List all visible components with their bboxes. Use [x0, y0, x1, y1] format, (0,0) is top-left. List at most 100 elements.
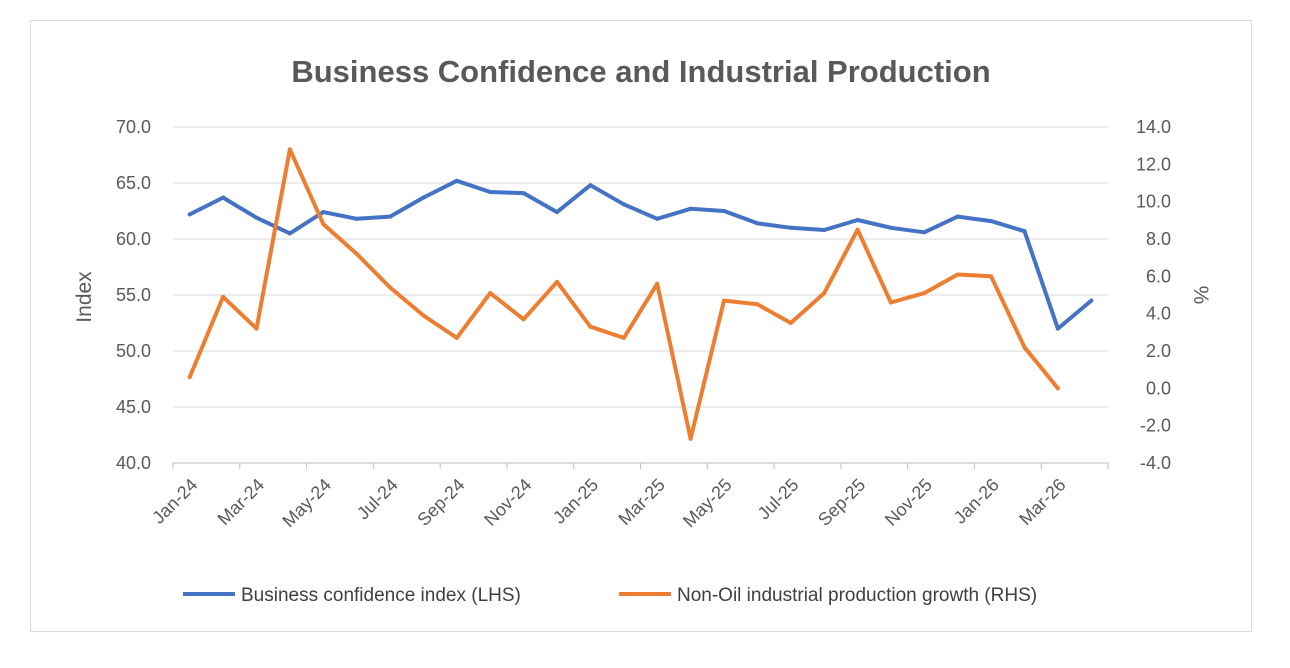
data-point: [354, 251, 359, 256]
data-point: [221, 294, 226, 299]
data-point: [788, 225, 793, 230]
y-right-tick-label: 2.0: [1146, 341, 1171, 361]
data-point: [388, 214, 393, 219]
data-point: [655, 281, 660, 286]
chart-frame: Business Confidence and Industrial Produ…: [30, 20, 1252, 632]
data-point: [655, 216, 660, 221]
data-point: [521, 317, 526, 322]
data-point: [187, 212, 192, 217]
business-confidence-line: [187, 178, 1094, 331]
data-point: [688, 206, 693, 211]
data-point: [788, 321, 793, 325]
data-point: [955, 214, 960, 219]
x-tick-label: Mar-26: [1015, 475, 1069, 529]
y-right-tick-label: 8.0: [1146, 229, 1171, 249]
data-point: [287, 147, 292, 152]
data-point: [621, 202, 626, 207]
data-point: [989, 274, 994, 279]
y-right-tick-label: -2.0: [1140, 416, 1171, 436]
data-point: [354, 216, 359, 221]
data-point: [454, 335, 459, 340]
data-point: [855, 217, 860, 222]
data-point: [755, 221, 760, 226]
x-tick-label: Nov-24: [480, 475, 535, 530]
x-tick-label: Sep-24: [413, 475, 468, 530]
y-left-tick-label: 70.0: [116, 117, 151, 137]
data-point: [254, 326, 259, 331]
y-left-tick-label: 45.0: [116, 397, 151, 417]
data-point: [321, 210, 326, 215]
y-right-tick-label: 0.0: [1146, 378, 1171, 398]
series-lines: [187, 147, 1094, 441]
x-tick-label: May-25: [679, 475, 736, 532]
x-tick-label: Mar-24: [214, 475, 268, 529]
y-right-tick-label: 10.0: [1136, 192, 1171, 212]
data-point: [888, 300, 893, 305]
y-right-tick-label: 6.0: [1146, 266, 1171, 286]
grid-lines: [173, 126, 1108, 408]
data-point: [621, 335, 626, 340]
x-tick-label: Jul-24: [353, 475, 402, 524]
y-right-tick-label: -4.0: [1140, 453, 1171, 473]
data-point: [822, 228, 827, 233]
data-point: [1022, 229, 1027, 234]
x-tick-label: Jul-25: [754, 475, 803, 524]
data-point: [488, 291, 493, 296]
data-point: [187, 375, 192, 380]
data-point: [855, 227, 860, 232]
y-left-tick-label: 55.0: [116, 285, 151, 305]
data-point: [1089, 298, 1094, 303]
x-tick-label: Sep-25: [814, 475, 869, 530]
data-point: [555, 210, 560, 215]
y-left-tick-label: 65.0: [116, 173, 151, 193]
data-point: [287, 231, 292, 236]
legend: Business confidence index (LHS) Non-Oil i…: [183, 585, 1037, 606]
y-right-tick-label: 12.0: [1136, 154, 1171, 174]
data-point: [321, 222, 326, 227]
legend-label: Non-Oil industrial production growth (RH…: [677, 585, 1037, 606]
data-point: [755, 302, 760, 307]
legend-label: Business confidence index (LHS): [241, 585, 521, 606]
data-point: [521, 191, 526, 196]
data-point: [688, 436, 693, 441]
data-point: [989, 219, 994, 224]
y-left-tick-label: 60.0: [116, 229, 151, 249]
data-point: [721, 298, 726, 303]
x-tick-label: Jan-25: [549, 475, 602, 528]
x-tick-label: Jan-26: [950, 475, 1003, 528]
x-tick-label: Jan-24: [148, 475, 201, 528]
data-point: [254, 215, 259, 220]
y-axis-right: -4.0 -2.0 0.0 2.0 4.0 6.0 8.0 10.0 12.0 14.0: [1136, 117, 1171, 473]
data-point: [922, 230, 927, 235]
line-chart: Business Confidence and Industrial Produ…: [73, 54, 1212, 606]
y-left-tick-label: 50.0: [116, 341, 151, 361]
data-point: [221, 195, 226, 200]
y-right-tick-label: 14.0: [1136, 117, 1171, 137]
data-point: [721, 209, 726, 213]
x-tick-label: Nov-25: [881, 475, 936, 530]
data-point: [388, 285, 393, 290]
data-point: [555, 279, 560, 284]
data-point: [922, 291, 927, 296]
y-left-tick-label: 40.0: [116, 453, 151, 473]
x-tick-label: May-24: [278, 475, 335, 532]
data-point: [1055, 326, 1060, 331]
y-axis-left-label: Index: [73, 271, 96, 323]
y-axis-left: 40.0 45.0 50.0 55.0 60.0 65.0 70.0: [116, 117, 151, 473]
x-axis: Jan-24 Mar-24 May-24 Jul-24 Sep-24 Nov-24 Jan-…: [148, 462, 1109, 532]
data-point: [888, 225, 893, 230]
data-point: [1055, 386, 1060, 391]
data-point: [1022, 345, 1027, 350]
data-point: [955, 272, 960, 277]
data-point: [488, 189, 493, 194]
data-point: [588, 324, 593, 329]
data-point: [588, 183, 593, 188]
data-point: [421, 313, 426, 318]
x-tick-label: Mar-25: [614, 475, 668, 529]
data-point: [454, 178, 459, 183]
data-point: [822, 291, 827, 296]
industrial-production-line: [187, 147, 1060, 441]
data-point: [421, 195, 426, 200]
chart-title: Business Confidence and Industrial Produ…: [291, 54, 990, 89]
y-right-tick-label: 4.0: [1146, 304, 1171, 324]
